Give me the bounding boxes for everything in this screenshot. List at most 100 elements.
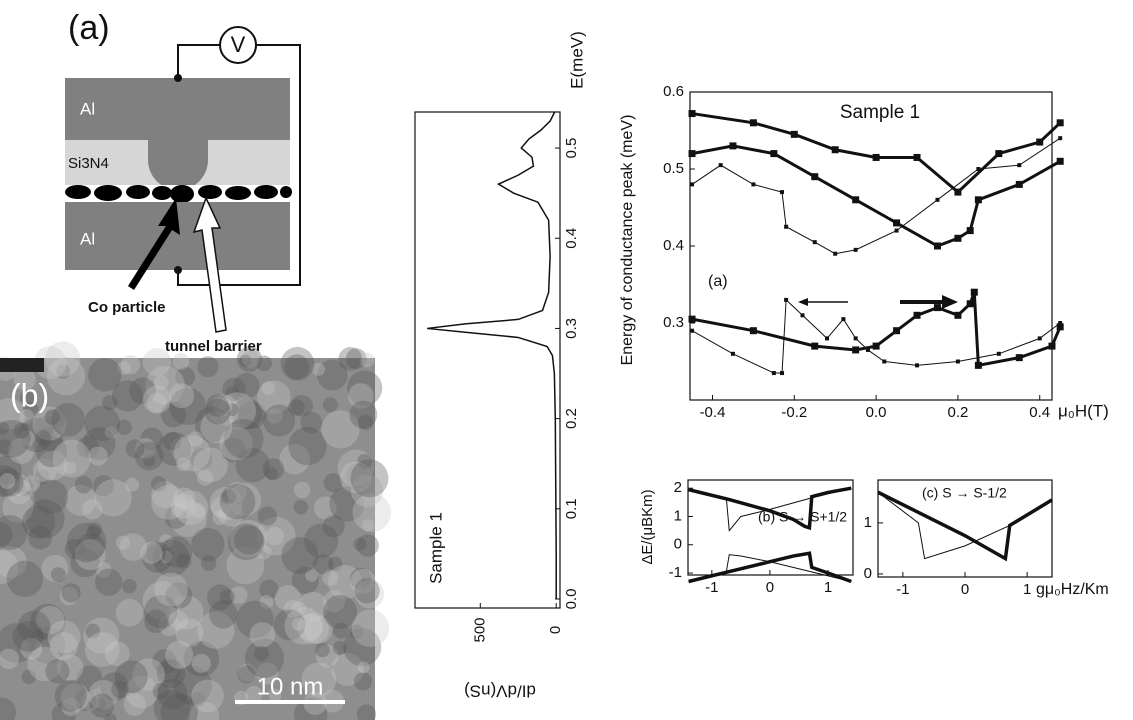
texture (145, 365, 185, 405)
voltmeter-label: V (231, 32, 246, 57)
chart-title: Sample 1 (426, 512, 445, 584)
callout: tunnel barrier (165, 338, 262, 355)
texture (17, 610, 51, 644)
data-line (688, 551, 852, 584)
texture (37, 450, 68, 481)
texture (256, 544, 272, 560)
texture (357, 661, 370, 674)
texture (218, 392, 256, 430)
texture (191, 527, 225, 562)
data-point (1058, 321, 1063, 325)
texture (52, 439, 91, 478)
texture (209, 486, 243, 521)
data-point (915, 363, 920, 368)
texture (20, 637, 43, 660)
texture (274, 585, 301, 612)
texture (116, 419, 133, 435)
texture (119, 533, 148, 561)
texture (0, 421, 10, 435)
data-point (690, 328, 695, 333)
data-point (771, 371, 776, 376)
texture (175, 366, 196, 387)
texture (0, 473, 16, 490)
texture (200, 555, 217, 572)
texture (8, 438, 35, 464)
texture (51, 402, 85, 437)
x-tick-label: 0 (961, 581, 969, 598)
texture (189, 701, 220, 720)
data-point (1048, 342, 1056, 350)
texture (235, 447, 270, 483)
device-schematic (65, 26, 301, 333)
data-point (995, 150, 1003, 158)
texture (111, 680, 129, 699)
texture (236, 600, 274, 639)
texture (343, 628, 382, 667)
data-line (691, 298, 1061, 374)
data-point (935, 197, 940, 202)
texture (356, 704, 377, 720)
texture (89, 693, 115, 718)
texture (0, 455, 22, 485)
annotation: (c) S → S-1/2 (922, 485, 1007, 501)
texture (291, 617, 305, 631)
texture (297, 612, 329, 645)
data-point (933, 242, 941, 250)
texture (0, 398, 26, 430)
texture (22, 505, 56, 539)
texture (111, 380, 144, 412)
texture (61, 697, 80, 717)
plot-frame (687, 479, 854, 576)
data-point (954, 311, 962, 319)
texture (316, 359, 348, 391)
texture (18, 430, 35, 447)
texture (350, 568, 376, 595)
texture (114, 660, 148, 694)
data-point (688, 315, 696, 323)
texture (236, 346, 263, 372)
texture (331, 652, 365, 686)
texture (115, 535, 131, 550)
texture (209, 600, 238, 629)
texture (175, 618, 204, 647)
texture (94, 479, 132, 517)
texture (29, 603, 66, 640)
data-point (1015, 180, 1023, 188)
data-point (852, 346, 860, 354)
texture (245, 685, 263, 704)
texture (173, 666, 213, 706)
texture (315, 642, 330, 658)
texture (345, 348, 367, 370)
texture (353, 672, 373, 691)
x-tick-label: -1 (705, 579, 718, 596)
texture (162, 432, 182, 451)
data-line (688, 486, 852, 531)
arrow (192, 196, 227, 333)
texture (34, 416, 55, 438)
texture (158, 614, 181, 637)
texture (190, 502, 206, 519)
texture (322, 397, 338, 413)
texture (21, 669, 37, 685)
texture (259, 595, 274, 609)
texture (33, 479, 69, 514)
y-tick-label: 1 (864, 514, 872, 531)
arrowhead (798, 298, 808, 306)
annotation: (b) S → S+1/2 (758, 509, 847, 525)
texture (239, 354, 252, 368)
al-top (65, 78, 290, 140)
texture (237, 665, 256, 684)
texture (238, 401, 266, 430)
texture (141, 541, 173, 573)
texture (34, 469, 50, 485)
texture (304, 523, 339, 559)
texture (14, 477, 34, 496)
texture (244, 638, 285, 678)
texture (82, 499, 103, 520)
texture (322, 570, 339, 586)
data-point (974, 196, 982, 204)
texture (152, 682, 170, 700)
texture (27, 646, 63, 682)
texture (95, 568, 123, 596)
